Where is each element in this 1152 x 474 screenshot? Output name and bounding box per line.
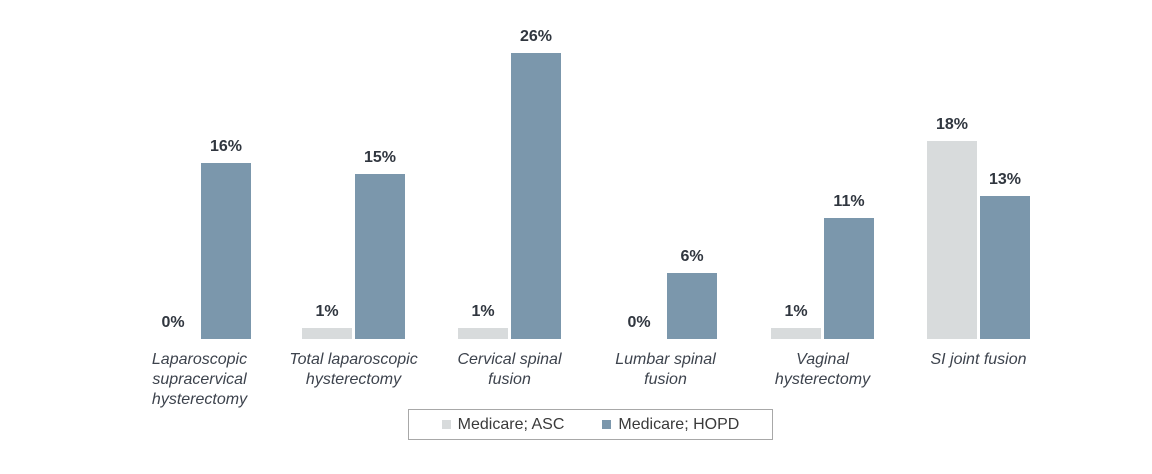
- legend-swatch-medicare-asc: [441, 420, 451, 429]
- bar-medicare-hopd: [980, 196, 1030, 339]
- bar-medicare-hopd: [201, 163, 251, 339]
- bar-medicare-hopd: [355, 174, 405, 339]
- bar-medicare-asc: [458, 328, 508, 339]
- plot-area: 0% 16% 1% 15% 1% 26% 0% 6% 1% 11% 18% 13%: [161, 28, 1030, 339]
- category-label: Cervical spinal fusion: [457, 351, 562, 388]
- value-label-medicare-hopd: 26%: [519, 28, 553, 45]
- legend: Medicare; ASC Medicare; HOPD: [408, 409, 773, 440]
- bar-medicare-hopd: [824, 218, 874, 339]
- value-label-medicare-asc: 18%: [935, 116, 969, 133]
- legend-label-medicare-asc: Medicare; ASC: [457, 415, 565, 433]
- value-label-medicare-asc: 1%: [784, 303, 808, 320]
- value-label-medicare-hopd: 6%: [680, 248, 704, 265]
- value-label-medicare-asc: 1%: [471, 303, 495, 320]
- legend-item-medicare-hopd: Medicare; HOPD: [602, 416, 739, 434]
- value-label-medicare-hopd: 13%: [988, 171, 1022, 188]
- value-label-medicare-hopd: 15%: [363, 149, 397, 166]
- category-label: Lumbar spinal fusion: [615, 351, 716, 388]
- category-label: Laparoscopic supracervical hysterectomy: [151, 351, 248, 408]
- legend-item-medicare-asc: Medicare; ASC: [441, 415, 565, 434]
- legend-swatch-medicare-hopd: [602, 420, 612, 429]
- bar-medicare-asc: [771, 328, 821, 339]
- value-label-medicare-asc: 0%: [627, 314, 651, 331]
- legend-label-medicare-hopd: Medicare; HOPD: [618, 415, 740, 433]
- category-label: SI joint fusion: [930, 351, 1027, 368]
- category-label: Total laparoscopic hysterectomy: [289, 351, 418, 388]
- bar-medicare-hopd: [511, 53, 561, 339]
- value-label-medicare-hopd: 11%: [833, 193, 865, 210]
- bar-medicare-asc: [927, 141, 977, 339]
- bar-medicare-hopd: [667, 273, 717, 339]
- value-label-medicare-hopd: 16%: [209, 138, 243, 155]
- category-label: Vaginal hysterectomy: [774, 351, 871, 388]
- value-label-medicare-asc: 1%: [315, 303, 339, 320]
- value-label-medicare-asc: 0%: [161, 314, 185, 331]
- bar-medicare-asc: [302, 328, 352, 339]
